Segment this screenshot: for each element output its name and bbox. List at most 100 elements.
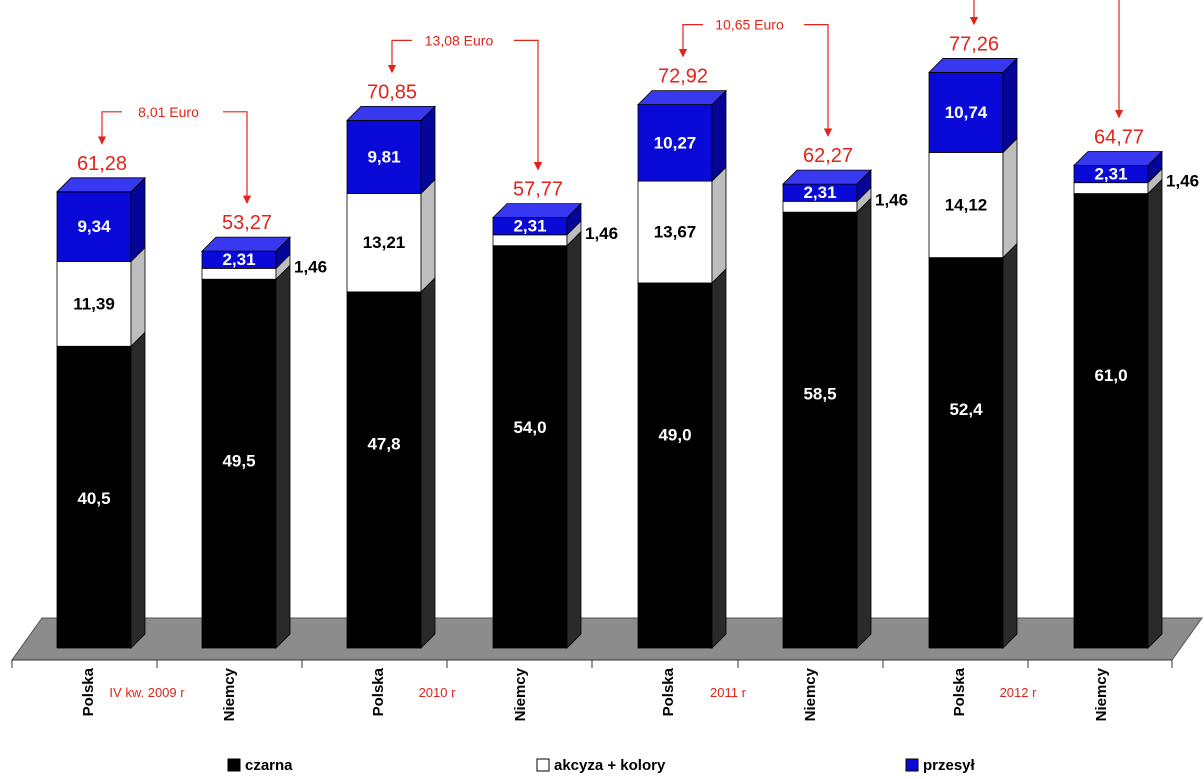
- x-axis-ticks: [11, 660, 1173, 668]
- bar-2010-r-niemcy-czarna: [492, 230, 582, 649]
- bar-iv-kw-2009-r-niemcy-value-akcyza-kolory: 1,46: [294, 257, 327, 276]
- bar-iv-kw-2009-r-polska-przesy-side: [130, 176, 146, 263]
- bar-2010-r-niemcy-top: [492, 203, 582, 219]
- bar-2011-r-polska-akcyza-kolory: [637, 166, 727, 284]
- bar-iv-kw-2009-r-niemcy-total: 53,27: [222, 212, 272, 234]
- bar-iv-kw-2009-r-niemcy: [201, 236, 291, 649]
- bar-iv-kw-2009-r-polska-value-przesy: 9,34: [77, 217, 111, 236]
- bar-2011-r-niemcy-total: 62,27: [803, 145, 853, 167]
- bar-2011-r-niemcy-top: [782, 169, 872, 185]
- bar-2010-r-polska: [346, 105, 436, 649]
- bar-2012-r-polska-akcyza-kolory-side: [1002, 137, 1018, 259]
- bar-2012-r-niemcy-akcyza-kolory-front: [1073, 182, 1149, 194]
- bar-2010-r-niemcy-total: 57,77: [513, 179, 563, 201]
- category-label-2010-r-polska: Polska: [370, 667, 387, 716]
- bar-2011-r-niemcy-akcyza-kolory-front: [782, 200, 858, 213]
- bar-2012-r-polska-przesy: [928, 57, 1018, 154]
- diff-arrow-right-2010-r: [514, 39, 543, 171]
- bar-2012-r-polska-total: 77,26: [949, 33, 999, 55]
- bar-iv-kw-2009-r-niemcy-czarna-front: [201, 278, 277, 649]
- diff-arrow-right-iv-kw-2009-r: [223, 111, 252, 204]
- bar-2010-r-niemcy-akcyza-kolory-front: [492, 234, 568, 247]
- bar-2012-r-polska-top: [928, 58, 1018, 73]
- bar-2010-r-polska-value-akcyza-kolory: 13,21: [363, 233, 406, 252]
- bar-iv-kw-2009-r-polska-value-akcyza-kolory: 11,39: [73, 294, 115, 313]
- category-label-2011-r-polska: Polska: [660, 667, 677, 716]
- bar-2012-r-polska-value-czarna: 52,4: [949, 400, 983, 419]
- bar-2011-r-polska-przesy-side: [711, 89, 727, 183]
- bar-iv-kw-2009-r-niemcy-top: [201, 236, 291, 252]
- bar-2011-r-polska-value-akcyza-kolory: 13,67: [654, 223, 697, 242]
- bar-2010-r-polska-przesy: [346, 105, 436, 195]
- bar-2012-r-niemcy-czarna: [1073, 178, 1163, 649]
- bar-2010-r-niemcy: [492, 202, 582, 649]
- bar-2010-r-polska-przesy-front: [346, 119, 422, 194]
- category-label-iv-kw-2009-r-polska: Polska: [80, 667, 97, 716]
- bar-iv-kw-2009-r-niemcy-value-przesy: 2,31: [222, 250, 255, 269]
- bar-iv-kw-2009-r-polska-total: 61,28: [77, 153, 127, 175]
- bar-2011-r-polska-czarna-side: [711, 267, 727, 649]
- bar-2012-r-niemcy-czarna-side: [1147, 178, 1163, 649]
- bar-iv-kw-2009-r-niemcy-value-czarna: 49,5: [222, 452, 255, 471]
- bar-2010-r-polska-top: [346, 105, 436, 121]
- legend-label-czarna: czarna: [245, 757, 293, 774]
- diff-label-2010-r: 13,08 Euro: [425, 32, 494, 48]
- bar-2012-r-niemcy-czarna-front: [1073, 193, 1149, 649]
- legend-swatch-akcyza-kolory: [536, 758, 550, 772]
- category-label-2011-r-niemcy: Niemcy: [802, 667, 819, 721]
- bar-2011-r-polska: [637, 89, 727, 649]
- bar-iv-kw-2009-r-polska-przesy-front: [56, 191, 132, 262]
- bar-iv-kw-2009-r-polska-akcyza-kolory: [56, 246, 146, 348]
- diff-label-iv-kw-2009-r: 8,01 Euro: [138, 104, 199, 120]
- bar-2011-r-niemcy-value-przesy: 2,31: [803, 183, 836, 202]
- bar-2010-r-polska-czarna: [346, 276, 436, 649]
- category-label-2012-r-polska: Polska: [951, 667, 968, 716]
- bar-2012-r-niemcy: [1073, 150, 1163, 649]
- bar-2011-r-polska-przesy-front: [637, 104, 713, 182]
- bar-2012-r-niemcy-value-przesy: 2,31: [1094, 165, 1127, 184]
- bar-2012-r-polska-przesy-front: [928, 72, 1004, 153]
- bar-2012-r-polska-value-akcyza-kolory: 14,12: [945, 196, 988, 215]
- category-label-iv-kw-2009-r-niemcy: Niemcy: [221, 667, 238, 721]
- bar-iv-kw-2009-r-polska-przesy: [56, 176, 146, 263]
- diff-arrow-left-2012-r: [969, 0, 979, 26]
- diff-arrow-left-2011-r: [678, 23, 703, 58]
- bar-2011-r-polska-value-czarna: 49,0: [658, 425, 691, 444]
- bar-2010-r-polska-total: 70,85: [367, 81, 417, 103]
- bar-iv-kw-2009-r-polska-value-czarna: 40,5: [77, 489, 110, 508]
- diff-label-2011-r: 10,65 Euro: [715, 17, 784, 33]
- group-label-2010-r: 2010 r: [419, 685, 457, 700]
- bar-2012-r-polska-czarna-front: [928, 257, 1004, 649]
- diff-arrow-right-2011-r: [804, 23, 833, 137]
- bar-2012-r-polska-czarna-side: [1002, 242, 1018, 649]
- bar-2011-r-polska-czarna: [637, 267, 727, 649]
- bar-2010-r-polska-akcyza-kolory-side: [420, 178, 436, 293]
- bar-iv-kw-2009-r-polska: [56, 176, 146, 649]
- bar-2010-r-polska-czarna-front: [346, 291, 422, 649]
- bar-iv-kw-2009-r-polska-czarna-side: [130, 331, 146, 649]
- bar-2011-r-polska-total: 72,92: [658, 66, 708, 88]
- diff-arrow-left-iv-kw-2009-r: [97, 111, 122, 145]
- bar-iv-kw-2009-r-polska-top: [56, 177, 146, 193]
- bar-2010-r-niemcy-value-czarna: 54,0: [513, 418, 546, 437]
- group-label-2012-r: 2012 r: [1000, 685, 1038, 700]
- legend: czarna akcyza + kolory przesył: [227, 757, 976, 774]
- bar-iv-kw-2009-r-niemcy-czarna: [201, 264, 291, 649]
- category-label-2012-r-niemcy: Niemcy: [1093, 667, 1110, 721]
- bar-2011-r-polska-czarna-front: [637, 282, 713, 649]
- bar-2010-r-polska-value-czarna: 47,8: [367, 434, 400, 453]
- bar-2011-r-polska-top: [637, 90, 727, 105]
- group-label-2011-r: 2011 r: [710, 685, 747, 700]
- legend-label-przesy: przesył: [923, 757, 976, 774]
- legend-item-akcyza-kolory: akcyza + kolory: [536, 757, 666, 774]
- bar-2011-r-polska-akcyza-kolory-side: [711, 166, 727, 284]
- bar-2012-r-niemcy-top: [1073, 151, 1163, 166]
- bar-2011-r-polska-value-przesy: 10,27: [654, 133, 697, 152]
- bar-2010-r-niemcy-value-akcyza-kolory: 1,46: [585, 224, 618, 243]
- bar-2010-r-polska-value-przesy: 9,81: [367, 147, 400, 166]
- chart-floor: [11, 617, 1203, 661]
- diff-arrow-left-2010-r: [387, 39, 412, 74]
- bar-2012-r-niemcy-value-czarna: 61,0: [1094, 366, 1127, 385]
